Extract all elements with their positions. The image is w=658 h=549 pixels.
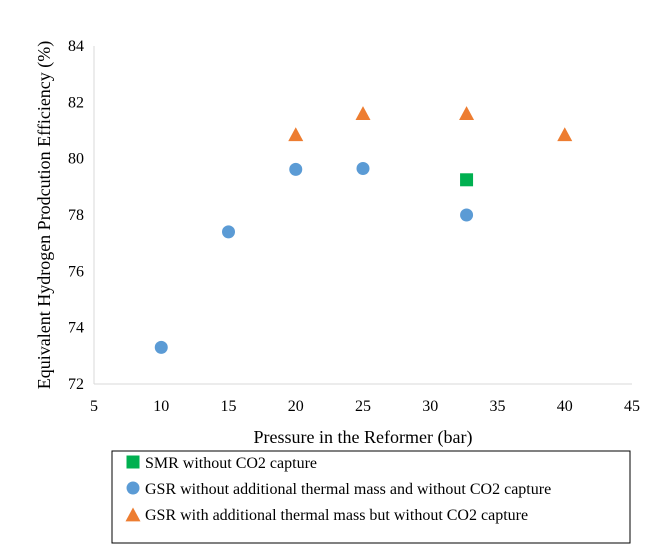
y-tick-label: 84 (68, 38, 84, 55)
circle-point (356, 162, 370, 176)
legend-box (111, 450, 631, 544)
x-tick-label: 25 (355, 398, 371, 415)
y-tick-labels: 72 74 76 78 80 82 84 (68, 38, 84, 393)
y-tick-label: 74 (68, 320, 84, 337)
y-tick-label: 80 (68, 151, 84, 168)
y-tick-label: 78 (68, 207, 84, 224)
legend-square-icon (126, 455, 140, 469)
y-tick-label: 76 (68, 263, 84, 280)
x-tick-label: 35 (490, 398, 506, 415)
circle-point (222, 225, 235, 239)
legend-label: GSR with additional thermal mass but wit… (145, 507, 528, 524)
x-tick-label: 30 (422, 398, 438, 415)
legend-label: GSR without additional thermal mass and … (145, 481, 551, 498)
x-tick-label: 20 (288, 398, 304, 415)
triangle-point (459, 106, 475, 120)
axes (93, 46, 632, 385)
square-point (460, 173, 474, 187)
legend: SMR without CO2 capture GSR without addit… (111, 450, 631, 544)
y-tick-label: 72 (68, 376, 84, 393)
x-tick-label: 15 (221, 398, 237, 415)
x-tick-label: 10 (153, 398, 169, 415)
triangle-point (288, 127, 304, 142)
legend-items: SMR without CO2 capture GSR without addit… (125, 455, 551, 524)
legend-triangle-icon (125, 507, 141, 522)
triangle-point (557, 127, 573, 142)
data-points (154, 106, 573, 354)
legend-circle-icon (126, 481, 140, 495)
circle-point (460, 208, 474, 222)
legend-label: SMR without CO2 capture (145, 455, 317, 472)
x-axis-title: Pressure in the Reformer (bar) (254, 427, 473, 448)
x-tick-label: 5 (90, 398, 98, 415)
x-tick-label: 40 (557, 398, 573, 415)
y-axis-title: Equivalent Hydrogen Prodcution Efficienc… (34, 41, 55, 390)
triangle-point (355, 106, 371, 120)
circle-point (154, 340, 168, 354)
y-tick-label: 82 (68, 94, 84, 111)
x-tick-label: 45 (624, 398, 640, 415)
circle-point (289, 162, 303, 176)
x-tick-labels: 5 10 15 20 25 30 35 40 45 (90, 398, 640, 415)
